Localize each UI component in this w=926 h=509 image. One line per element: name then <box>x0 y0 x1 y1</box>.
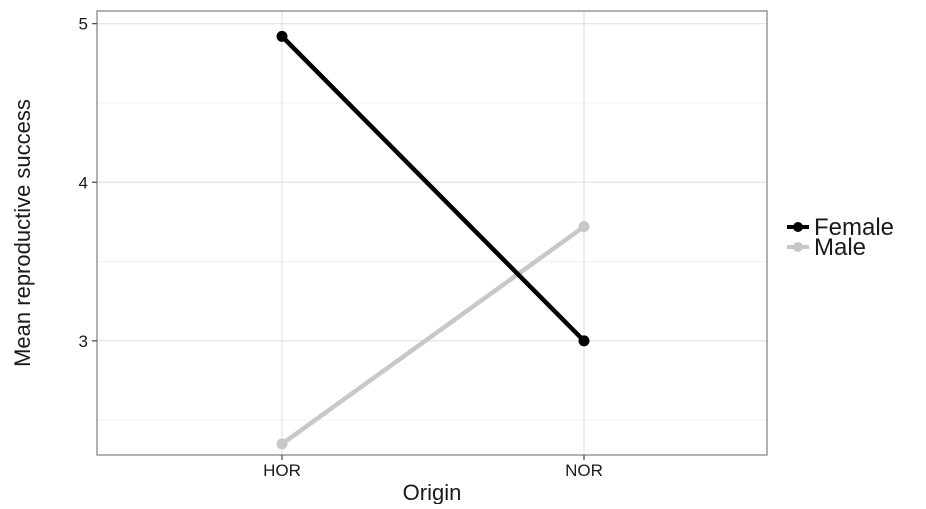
series-line-male <box>279 224 587 447</box>
data-point-male <box>578 221 590 233</box>
y-tick-label: 3 <box>79 332 88 351</box>
y-axis-title: Mean reproductive success <box>10 99 35 367</box>
y-tick-label: 5 <box>79 15 88 34</box>
legend-label-male: Male <box>814 234 866 261</box>
x-axis-title: Origin <box>403 480 462 504</box>
x-tick-label: HOR <box>263 461 301 480</box>
gridlines <box>97 11 767 455</box>
data-point-female <box>578 335 590 347</box>
legend-label-female: Female <box>814 214 894 241</box>
y-tick-label: 4 <box>79 173 88 192</box>
legend-key-point-female <box>793 222 803 232</box>
series-line-female <box>279 34 587 344</box>
data-point-male <box>276 438 288 450</box>
data-point-female <box>276 30 288 42</box>
legend-key-point-male <box>793 242 803 252</box>
y-axis: 3 4 5 <box>79 15 97 351</box>
plot-border <box>96 10 768 456</box>
x-tick-label: NOR <box>565 461 603 480</box>
series-group <box>276 30 590 450</box>
x-axis: HOR NOR <box>263 455 603 480</box>
plot-panel <box>97 11 767 455</box>
